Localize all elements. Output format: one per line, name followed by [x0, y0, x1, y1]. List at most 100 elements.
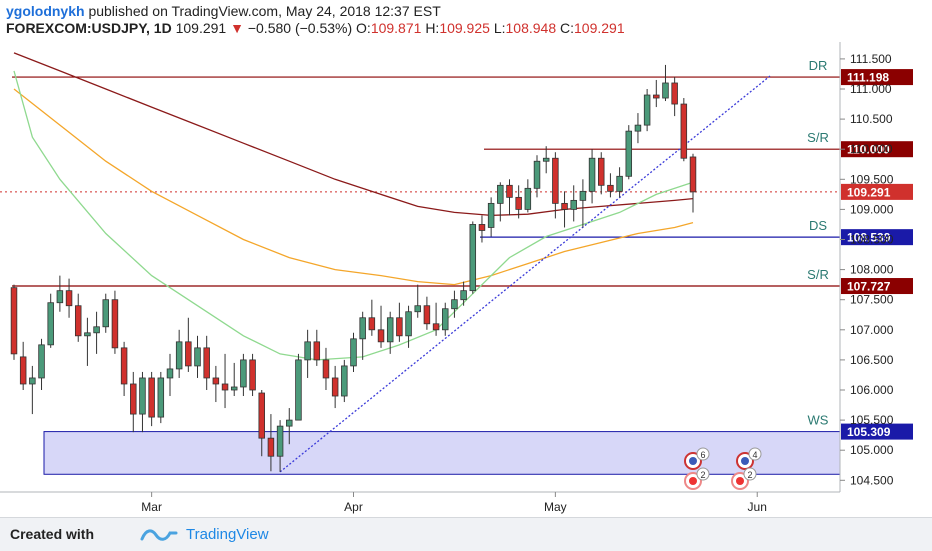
open-value: 109.871 [370, 20, 422, 36]
candle-body [130, 383, 137, 415]
candle-body [506, 184, 513, 198]
candle [597, 152, 605, 195]
candle-body [533, 160, 541, 189]
candle-body [111, 299, 119, 349]
candle-body [313, 341, 321, 361]
candle-body [552, 157, 559, 204]
candle-body [203, 347, 210, 379]
tradingview-brand[interactable]: TradingView [186, 526, 269, 543]
candle-body [478, 224, 486, 231]
candle [524, 179, 532, 213]
candle-body [469, 224, 477, 292]
trend-line-layer [279, 75, 771, 473]
candle-body [487, 202, 495, 228]
close-value: 109.291 [574, 20, 625, 36]
price-chart[interactable]: DR 111.198 S/R 110.000 109.291 DS 108.539 S/R 10… [0, 0, 932, 517]
candle [542, 146, 550, 174]
y-tick-label: 104.500 [850, 473, 894, 487]
slow-moving-average [13, 52, 694, 217]
candle-body [295, 359, 302, 421]
event-count-label: 4 [752, 450, 757, 460]
candle-body [148, 377, 155, 418]
high-value: 109.925 [439, 20, 490, 36]
candle-body [588, 157, 596, 192]
candle-body [359, 317, 366, 340]
candle [662, 64, 669, 102]
candle [157, 371, 165, 424]
event-count-label: 6 [700, 450, 705, 460]
tradingview-logo-icon[interactable] [140, 527, 180, 543]
y-tick-label: 107.000 [850, 323, 894, 337]
candle [29, 365, 36, 415]
zone-layer [43, 431, 841, 475]
candle [451, 290, 458, 318]
y-tick-label: 106.500 [850, 353, 894, 367]
candle [405, 305, 412, 348]
event-count-label: 2 [747, 470, 752, 480]
candle-body [221, 383, 229, 391]
candle [533, 155, 541, 198]
flag-center-icon [736, 477, 744, 485]
candle-body [515, 196, 522, 210]
level-label: S/R [807, 130, 829, 145]
candle-body [84, 332, 91, 337]
candle [689, 153, 697, 213]
event-count-badge [743, 467, 757, 481]
economic-event-icon: 2 [731, 467, 757, 490]
author-name[interactable]: ygolodnykh [6, 3, 85, 19]
candle [286, 408, 293, 445]
price-badge-label: 109.291 [847, 185, 891, 199]
candle [552, 152, 559, 219]
candle [680, 98, 688, 162]
candle-body [175, 341, 183, 370]
symbol-label[interactable]: FOREXCOM:USDJPY, 1D [6, 20, 172, 36]
candle-body [240, 359, 247, 388]
level-label: DR [809, 58, 828, 73]
candle [653, 79, 660, 108]
candle-body [194, 347, 201, 367]
candle-body [671, 82, 678, 105]
candle-body [139, 377, 146, 415]
candle-body [47, 302, 54, 346]
created-with-text: Created with [10, 526, 95, 542]
y-tick-label: 107.500 [850, 293, 894, 307]
candle [47, 293, 54, 348]
axes: 111.500 111.000 110.500 110.000 109.500 109.0… [0, 42, 894, 514]
candle [643, 89, 651, 132]
footer-bar: Created with TradingView [0, 517, 932, 551]
economic-event-icon: 2 [684, 467, 710, 490]
y-tick-label: 111.000 [850, 82, 892, 96]
candle [625, 125, 633, 180]
candle [267, 414, 275, 472]
candle-body [597, 157, 605, 186]
candle-body [377, 329, 385, 343]
y-tick-label: 108.000 [850, 263, 894, 277]
candle-body [157, 377, 165, 418]
candle [460, 281, 467, 306]
candle-body [249, 359, 256, 391]
candle [506, 179, 513, 216]
candle [203, 335, 210, 390]
candle [478, 215, 486, 243]
candle [341, 359, 348, 403]
candle [588, 149, 596, 204]
candle [212, 365, 220, 403]
price-badge [841, 183, 913, 200]
open-label: O: [356, 20, 371, 36]
price-badge-label: 111.198 [847, 71, 889, 85]
candle [368, 299, 376, 336]
candles [10, 64, 697, 472]
candle-body [396, 317, 403, 337]
y-tick-label: 109.000 [850, 202, 894, 216]
flag-center-icon [741, 457, 749, 465]
candle-body [102, 299, 110, 328]
x-tick-label: Apr [344, 500, 363, 514]
weekly-support-zone [43, 431, 841, 475]
low-label: L: [493, 20, 506, 36]
event-count-badge [696, 447, 710, 461]
candle-body [561, 202, 568, 210]
candle-body [93, 326, 100, 334]
candle-body [524, 187, 532, 210]
x-tick-label: Mar [141, 500, 162, 514]
event-icons: 6 42 2 [684, 447, 762, 490]
